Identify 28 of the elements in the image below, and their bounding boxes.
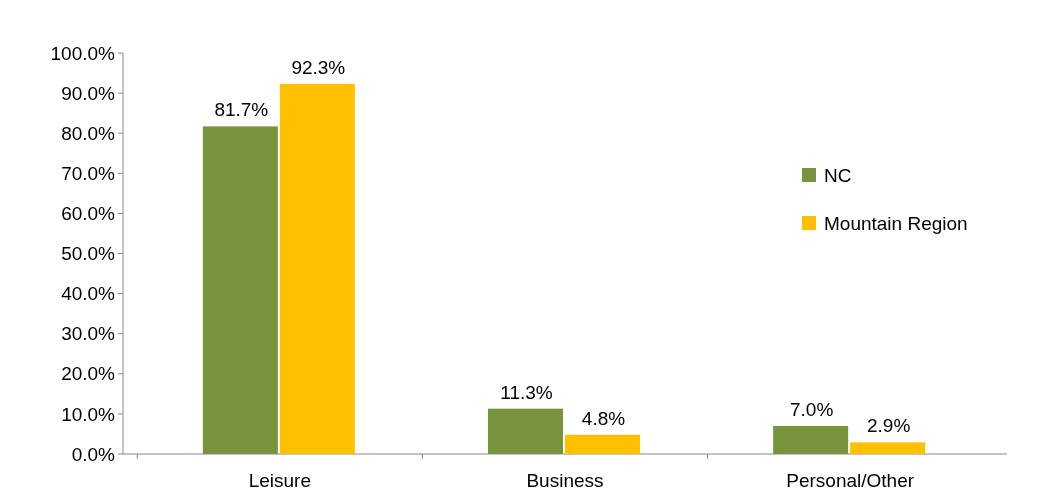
- x-tick-label: Business: [526, 470, 604, 491]
- data-label: 4.8%: [581, 407, 626, 429]
- x-tick-label: Personal/Other: [786, 470, 915, 491]
- y-tick-label: 70.0%: [61, 162, 116, 184]
- data-label: 2.9%: [867, 415, 911, 437]
- y-tick-label: 0.0%: [71, 443, 116, 465]
- y-tick-label: 50.0%: [61, 243, 116, 265]
- data-label: 7.0%: [790, 398, 834, 420]
- y-tick-label: 40.0%: [61, 283, 116, 305]
- bar: [565, 434, 640, 454]
- y-tick-label: 80.0%: [61, 122, 116, 144]
- data-label: 11.3%: [500, 381, 553, 403]
- y-tick-label: 20.0%: [61, 363, 116, 385]
- bar: [773, 425, 849, 454]
- y-tick-label: 10.0%: [61, 403, 116, 425]
- x-tick-label: Leisure: [248, 470, 311, 491]
- legend-label: Mountain Region: [824, 212, 968, 234]
- y-tick-label: 100.0%: [50, 42, 116, 64]
- legend-label: NC: [824, 164, 852, 186]
- bar: [279, 83, 355, 454]
- bar: [202, 126, 278, 454]
- data-label: 81.7%: [214, 99, 269, 121]
- y-tick-label: 90.0%: [61, 82, 116, 104]
- y-tick-label: 60.0%: [61, 203, 116, 225]
- data-label: 92.3%: [291, 56, 346, 78]
- y-tick-label: 30.0%: [61, 323, 116, 345]
- bar: [488, 408, 563, 454]
- bar: [850, 442, 926, 454]
